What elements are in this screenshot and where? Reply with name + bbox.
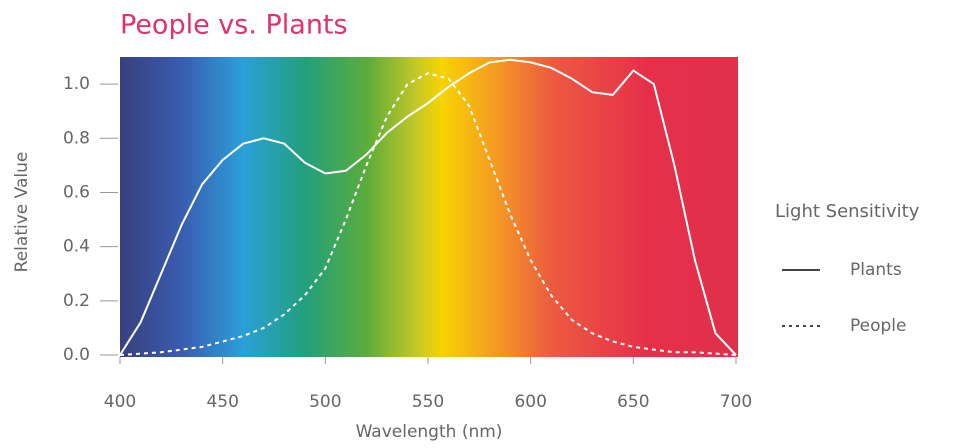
x-tick-label: 700 [720, 392, 752, 412]
x-tick-label: 450 [206, 392, 238, 412]
legend-label: People [850, 316, 906, 336]
legend-label: Plants [850, 260, 902, 280]
x-tick-label: 650 [617, 392, 649, 412]
chart-title: People vs. Plants [120, 10, 348, 41]
y-tick-label: 0.6 [63, 182, 90, 202]
chart: People vs. Plants Wavelength (nm) Relati… [0, 0, 974, 448]
x-tick-label: 550 [412, 392, 444, 412]
y-tick-label: 1.0 [63, 74, 90, 94]
y-tick-label: 0.8 [63, 128, 90, 148]
y-tick-label: 0.4 [63, 237, 90, 257]
x-axis-label: Wavelength (nm) [356, 422, 503, 442]
y-axis-label: Relative Value [12, 152, 32, 273]
legend-title: Light Sensitivity [775, 201, 920, 222]
y-tick-label: 0.2 [63, 291, 90, 311]
y-tick-label: 0.0 [63, 345, 90, 365]
x-tick-label: 500 [309, 392, 341, 412]
x-tick-label: 400 [104, 392, 136, 412]
x-tick-label: 600 [514, 392, 546, 412]
